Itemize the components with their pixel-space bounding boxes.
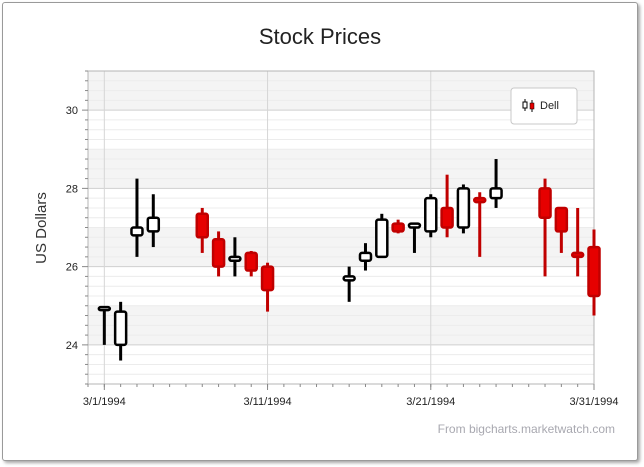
legend-label-dell: Dell [540,100,559,112]
candle-body [407,222,422,229]
candle [456,184,471,234]
candle-body [130,226,144,237]
candle-body [97,305,112,312]
candle-body [195,212,210,239]
x-tick-label: 3/11/1994 [243,396,291,408]
candle [195,207,210,253]
candle-body [424,196,438,233]
candle [407,222,422,253]
candle-body [570,251,585,259]
candle-body [375,218,389,259]
candle [587,229,601,316]
candle-body [472,196,487,204]
candle-body [456,187,471,229]
candle-body [489,187,503,200]
candle [554,206,569,253]
candle [358,243,373,271]
candle-body [587,245,601,298]
y-axis-label: US Dollars [33,192,50,264]
candle [113,301,128,361]
x-tick-label: 3/21/1994 [406,396,455,408]
y-tick-label: 26 [66,262,78,274]
y-tick-label: 28 [66,183,78,195]
candle [489,159,503,208]
candle [570,207,585,277]
y-tick-label: 24 [66,340,78,352]
candle [424,194,438,238]
candle-body [260,265,275,292]
candle [146,194,161,248]
candle [440,174,454,238]
candle-body [342,275,356,282]
candle [391,219,405,234]
legend[interactable]: Dell [510,87,578,125]
candle [342,266,356,302]
candle-body [391,222,405,233]
candle [538,178,552,277]
source-note: From bigcharts.marketwatch.com [438,422,615,436]
candle [375,213,389,259]
candle-body [554,206,569,233]
legend-box [510,87,578,125]
candle-body [228,255,242,263]
candle [260,262,275,312]
candle [97,305,112,345]
candles [97,159,601,361]
candle-body [244,251,258,272]
candle-body [440,206,454,229]
candle-body [211,237,226,268]
candle [228,237,242,277]
candle-body [113,310,128,347]
candle [472,192,487,257]
y-tick-label: 30 [66,105,78,117]
candle-body [538,187,552,219]
candle [244,250,258,277]
candle [211,231,226,277]
candle [130,178,144,257]
plot-area: 24 26 28 30 3/1/1994 3/11/1994 3/21/1994 3/31/1… [66,70,619,408]
x-tick-label: 3/31/1994 [570,396,619,408]
candle-body [146,216,161,233]
x-tick-label: 3/1/1994 [83,396,126,408]
candlestick-icon [522,99,535,112]
chart-title: Stock Prices [259,24,381,49]
candle-body [358,251,373,263]
